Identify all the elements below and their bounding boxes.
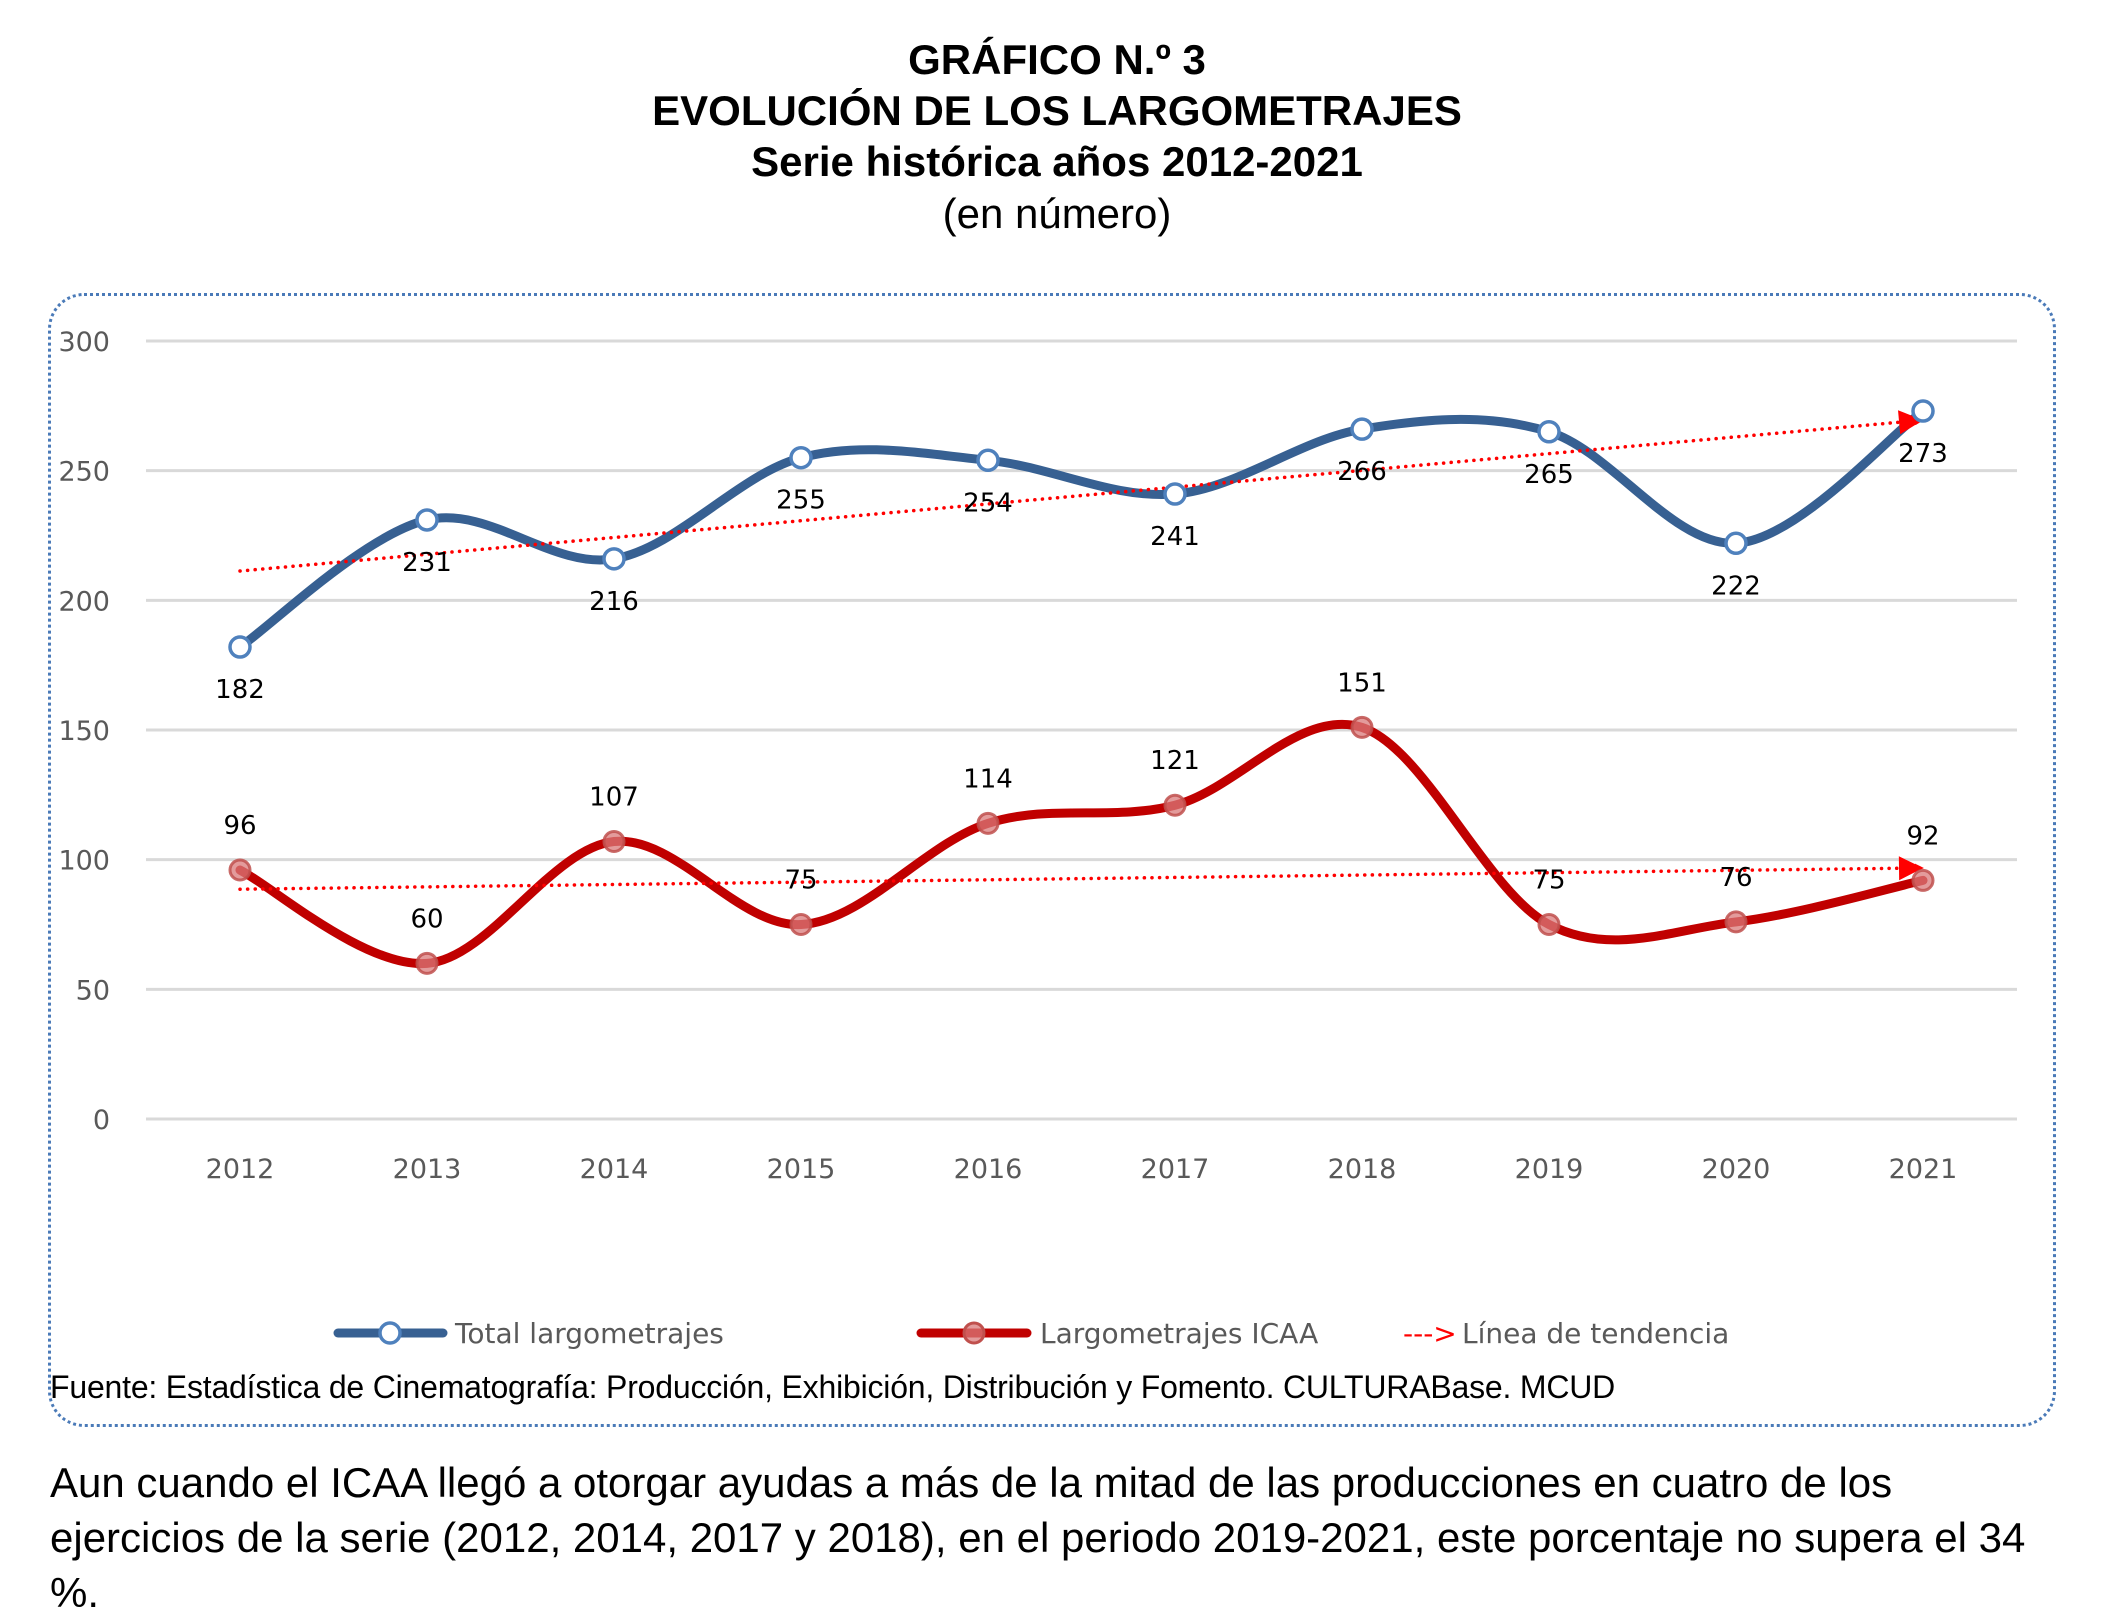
data-label-total: 231	[402, 548, 452, 578]
series-layer	[235, 406, 1928, 968]
data-label-icaa: 75	[1532, 866, 1565, 896]
legend-marker-total	[378, 1321, 402, 1345]
data-point-total	[976, 448, 1000, 473]
data-point-icaa	[228, 858, 252, 882]
series-line-total	[235, 406, 1928, 652]
x-tick-label: 2012	[206, 1154, 275, 1185]
data-label-total: 222	[1711, 571, 1761, 601]
y-tick-label: 250	[58, 457, 110, 488]
trendlines	[238, 410, 1925, 891]
data-label-total: 216	[589, 587, 639, 617]
data-label-icaa: 92	[1906, 821, 1939, 851]
data-point-total	[1724, 531, 1748, 556]
data-label-icaa: 107	[589, 783, 639, 813]
gridlines	[146, 339, 2017, 1121]
data-label-icaa: 60	[410, 904, 443, 934]
chart-main-title: EVOLUCIÓN DE LOS LARGOMETRAJES	[652, 87, 1462, 134]
legend-trend-arrow-icon: --->	[1403, 1317, 1457, 1350]
trendline-icaa	[238, 863, 1925, 891]
series-line-icaa	[235, 719, 1928, 968]
x-tick-label: 2016	[954, 1154, 1023, 1185]
y-tick-label: 300	[58, 327, 110, 358]
trend-arrowhead	[1898, 410, 1923, 435]
data-point-total	[789, 445, 813, 470]
y-tick-label: 0	[93, 1105, 110, 1136]
data-point-total	[1911, 399, 1935, 423]
data-point-total	[1350, 417, 1374, 441]
y-tick-label: 50	[76, 975, 110, 1006]
x-tick-label: 2021	[1889, 1154, 1958, 1185]
x-tick-label: 2014	[580, 1154, 649, 1185]
data-label-total: 273	[1898, 439, 1948, 469]
y-tick-label: 100	[58, 846, 110, 877]
data-point-total	[415, 508, 439, 532]
data-point-icaa	[1537, 913, 1561, 936]
data-point-total	[602, 547, 626, 571]
body-paragraph: Aun cuando el ICAA llegó a otorgar ayuda…	[50, 1459, 2026, 1616]
x-axis: 2012 2013 2014 2015 2016 2017 2018 2019 2020 2021	[206, 1154, 1958, 1185]
data-point-icaa	[1163, 793, 1187, 817]
data-label-total: 265	[1524, 460, 1574, 490]
chart-frame	[48, 293, 2056, 1427]
data-labels: 182 231 216 255 254 241 266 265 222 273 96 60 107 75 1…	[215, 439, 1948, 934]
data-point-icaa	[789, 913, 813, 936]
x-tick-label: 2019	[1515, 1154, 1584, 1185]
markers	[228, 399, 1935, 975]
data-point-icaa	[1911, 868, 1935, 892]
data-point-total	[228, 635, 252, 659]
data-point-total	[1537, 420, 1561, 444]
data-label-total: 254	[963, 488, 1013, 518]
data-label-total: 241	[1150, 522, 1200, 552]
data-label-icaa: 114	[963, 764, 1013, 794]
chart-unit-label: (en número)	[942, 190, 1172, 237]
data-point-icaa	[1724, 910, 1748, 934]
chart-title-block: GRÁFICO N.º 3 EVOLUCIÓN DE LOS LARGOMETR…	[0, 34, 2109, 240]
data-point-total	[1163, 482, 1187, 506]
legend-marker-icaa	[962, 1321, 986, 1345]
legend-label-icaa: Largometrajes ICAA	[1040, 1317, 1318, 1350]
y-axis: 0 50 100 150 200 250 300	[58, 327, 110, 1136]
y-tick-label: 150	[58, 716, 110, 747]
x-tick-label: 2018	[1328, 1154, 1397, 1185]
legend-label-trend: Línea de tendencia	[1462, 1317, 1729, 1350]
data-label-icaa: 76	[1719, 863, 1752, 893]
x-tick-label: 2017	[1141, 1154, 1210, 1185]
data-label-icaa: 75	[784, 866, 817, 896]
data-point-icaa	[976, 811, 1000, 835]
chart-number-title: GRÁFICO N.º 3	[908, 36, 1206, 83]
data-label-icaa: 151	[1337, 668, 1387, 698]
data-point-icaa	[602, 830, 626, 854]
legend: Total largometrajes Largometrajes ICAA ---…	[333, 1317, 1729, 1350]
legend-label-total: Total largometrajes	[454, 1317, 724, 1350]
x-tick-label: 2015	[767, 1154, 836, 1185]
data-label-total: 266	[1337, 457, 1387, 487]
source-note: Fuente: Estadística de Cinematografía: P…	[50, 1369, 1616, 1405]
data-point-icaa	[415, 951, 439, 975]
data-point-icaa	[1350, 715, 1374, 739]
x-tick-label: 2020	[1702, 1154, 1771, 1185]
data-label-total: 182	[215, 675, 265, 705]
chart-subtitle: Serie histórica años 2012-2021	[751, 138, 1363, 185]
trendline-total	[238, 416, 1925, 573]
trend-arrowhead	[1898, 856, 1923, 881]
data-label-icaa: 121	[1150, 746, 1200, 776]
data-label-total: 255	[776, 486, 826, 516]
x-tick-label: 2013	[393, 1154, 462, 1185]
data-label-icaa: 96	[223, 811, 256, 841]
y-tick-label: 200	[58, 586, 110, 617]
